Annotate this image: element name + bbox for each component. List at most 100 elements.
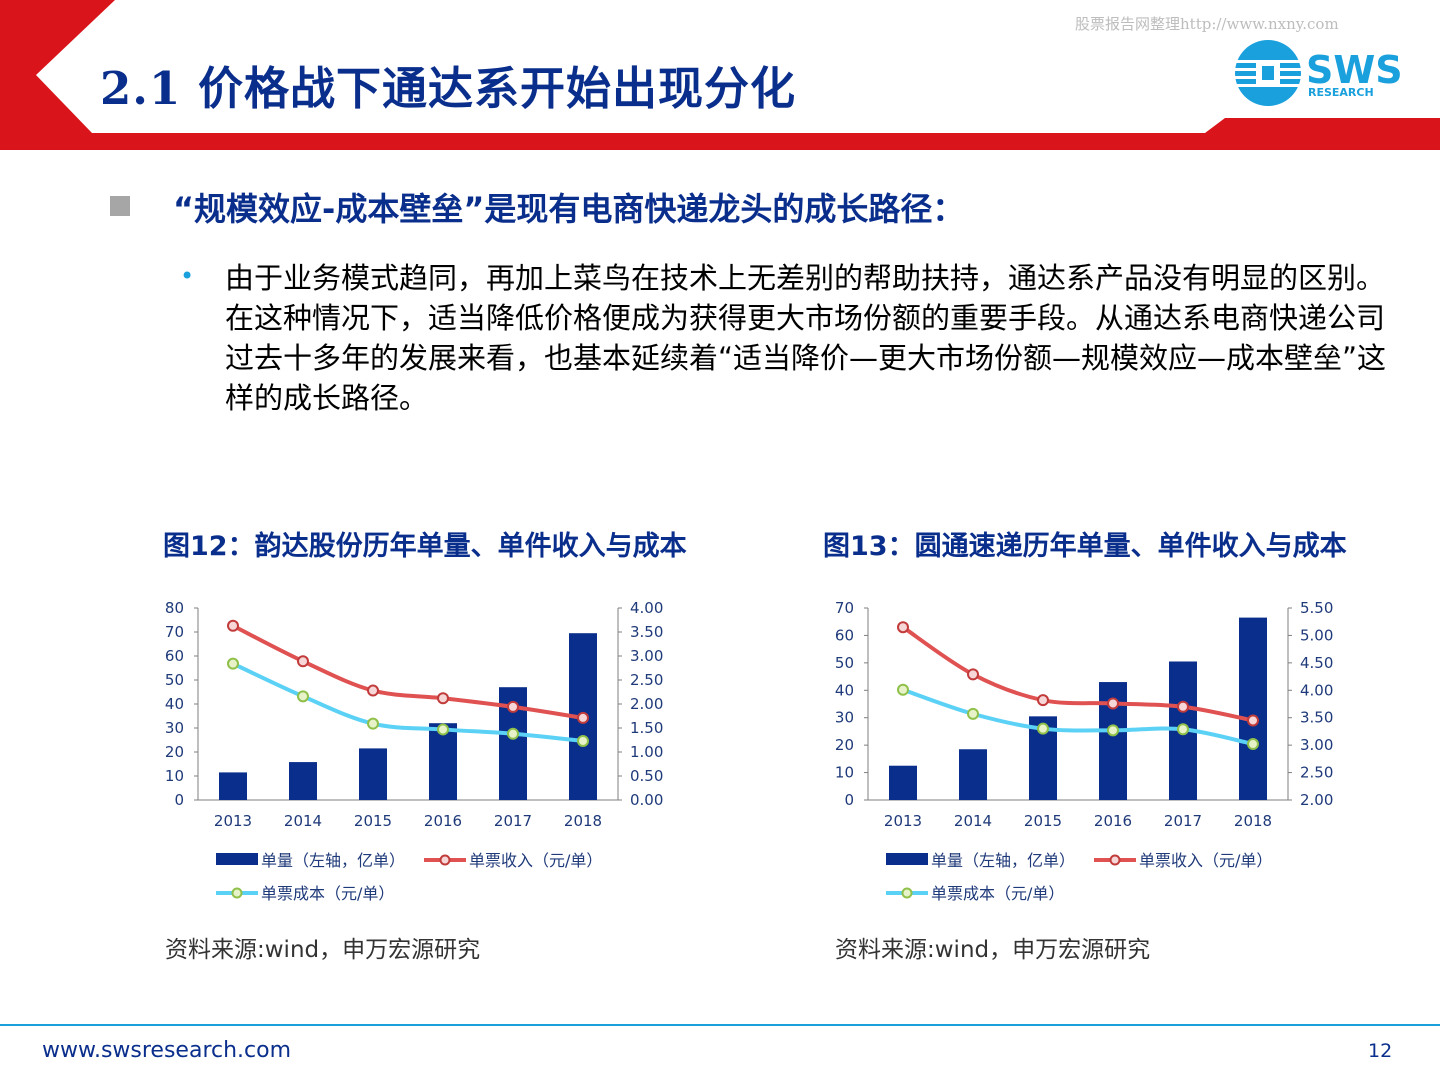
left-tick-label: 60: [835, 626, 854, 644]
legend-label: 单票成本（元/单）: [261, 884, 394, 903]
right-tick-label: 4.50: [1300, 654, 1333, 672]
page-number: 12: [1368, 1040, 1393, 1062]
header-banner: [0, 0, 1440, 150]
legend-label: 单票成本（元/单）: [931, 884, 1064, 903]
left-tick-label: 20: [835, 736, 854, 754]
left-tick-label: 80: [165, 599, 184, 617]
point: [367, 717, 379, 730]
right-tick-label: 1.50: [630, 719, 663, 737]
series-line: [232, 661, 584, 743]
right-tick-label: 2.00: [630, 695, 663, 713]
left-tick-label: 40: [165, 695, 184, 713]
point: [1107, 697, 1119, 710]
left-tick-label: 0: [174, 791, 184, 809]
point: [507, 700, 519, 713]
right-tick-label: 4.00: [1300, 681, 1333, 699]
legend-swatch: [886, 853, 928, 865]
point: [967, 668, 979, 681]
legend-label: 单票收入（元/单）: [469, 851, 602, 870]
legend-marker: [231, 887, 243, 899]
left-tick-label: 10: [165, 767, 184, 785]
x-tick-label: 2017: [494, 812, 532, 830]
page-title: 2.1 价格战下通达系开始出现分化: [100, 62, 796, 115]
x-tick-label: 2016: [1094, 812, 1132, 830]
footer-url: www.swsresearch.com: [42, 1038, 292, 1063]
x-tick-label: 2013: [884, 812, 922, 830]
logo-subtext: RESEARCH: [1308, 86, 1374, 99]
point: [1177, 700, 1189, 713]
point: [967, 707, 979, 720]
right-tick-label: 0.00: [630, 791, 663, 809]
x-tick-label: 2016: [424, 812, 462, 830]
right-tick-label: 1.00: [630, 743, 663, 761]
point: [507, 727, 519, 740]
point: [297, 690, 309, 703]
point: [297, 655, 309, 668]
right-tick-label: 2.50: [630, 671, 663, 689]
figure-13-source: 资料来源:wind，申万宏源研究: [835, 937, 1151, 963]
globe-icon: [1235, 40, 1301, 106]
left-tick-label: 40: [835, 681, 854, 699]
left-tick-label: 50: [835, 654, 854, 672]
left-tick-label: 0: [844, 791, 854, 809]
series-line: [232, 623, 584, 720]
watermark: 股票报告网整理http://www.nxny.com: [1075, 15, 1339, 33]
right-tick-label: 3.50: [1300, 709, 1333, 727]
chart-yunda: 0 10 20 30 40 50 60 70 80 0.00 0.50 1.00 1.50 2.00 2.5…: [150, 584, 686, 920]
bullet-square-icon: [110, 196, 130, 216]
point: [437, 723, 449, 736]
right-tick-label: 4.00: [630, 599, 663, 617]
right-tick-label: 3.00: [1300, 736, 1333, 754]
left-tick-label: 30: [835, 709, 854, 727]
legend-marker: [439, 854, 451, 866]
x-tick-label: 2014: [284, 812, 322, 830]
point: [227, 657, 239, 670]
point: [577, 711, 589, 724]
point: [1107, 724, 1119, 737]
right-tick-label: 2.00: [1300, 791, 1333, 809]
x-tick-label: 2018: [564, 812, 602, 830]
left-tick-label: 50: [165, 671, 184, 689]
x-tick-label: 2017: [1164, 812, 1202, 830]
point: [1037, 722, 1049, 735]
logo-text: SWS: [1306, 48, 1403, 92]
right-tick-label: 3.50: [630, 623, 663, 641]
legend-marker: [1109, 854, 1121, 866]
bar: [429, 723, 457, 800]
chart-yto: 0 10 20 30 40 50 60 70 2.00 2.50 3.00 3.50 4.00 4.50 5…: [820, 584, 1360, 920]
bar: [889, 765, 917, 800]
left-tick-label: 30: [165, 719, 184, 737]
legend-label: 单票收入（元/单）: [1139, 851, 1272, 870]
point: [577, 734, 589, 747]
bar: [219, 772, 247, 800]
bar: [359, 748, 387, 800]
bullet-dot-icon: •: [180, 262, 195, 290]
legend-label: 单量（左轴，亿单）: [261, 851, 405, 870]
legend-marker: [901, 887, 913, 899]
point: [1177, 723, 1189, 736]
x-tick-label: 2014: [954, 812, 992, 830]
left-tick-label: 10: [835, 764, 854, 782]
right-tick-label: 3.00: [630, 647, 663, 665]
point: [437, 692, 449, 705]
body-paragraph: 由于业务模式趋同，再加上菜鸟在技术上无差别的帮助扶持，通达系产品没有明显的区别。…: [225, 261, 1387, 415]
right-tick-label: 2.50: [1300, 764, 1333, 782]
point: [1247, 738, 1259, 751]
left-tick-label: 20: [165, 743, 184, 761]
legend-swatch: [216, 853, 258, 865]
x-tick-label: 2015: [354, 812, 392, 830]
x-tick-label: 2015: [1024, 812, 1062, 830]
left-tick-label: 70: [835, 599, 854, 617]
right-tick-label: 5.50: [1300, 599, 1333, 617]
legend-label: 单量（左轴，亿单）: [931, 851, 1075, 870]
figure-13-caption: 图13：圆通速递历年单量、单件收入与成本: [823, 531, 1347, 562]
bar: [959, 749, 987, 800]
sws-logo: SWS RESEARCH: [1235, 40, 1403, 106]
left-tick-label: 70: [165, 623, 184, 641]
series-line: [902, 687, 1254, 747]
point: [227, 619, 239, 632]
bar: [289, 762, 317, 800]
figure-12-source: 资料来源:wind，申万宏源研究: [165, 937, 481, 963]
point: [897, 621, 909, 634]
right-tick-label: 5.00: [1300, 626, 1333, 644]
